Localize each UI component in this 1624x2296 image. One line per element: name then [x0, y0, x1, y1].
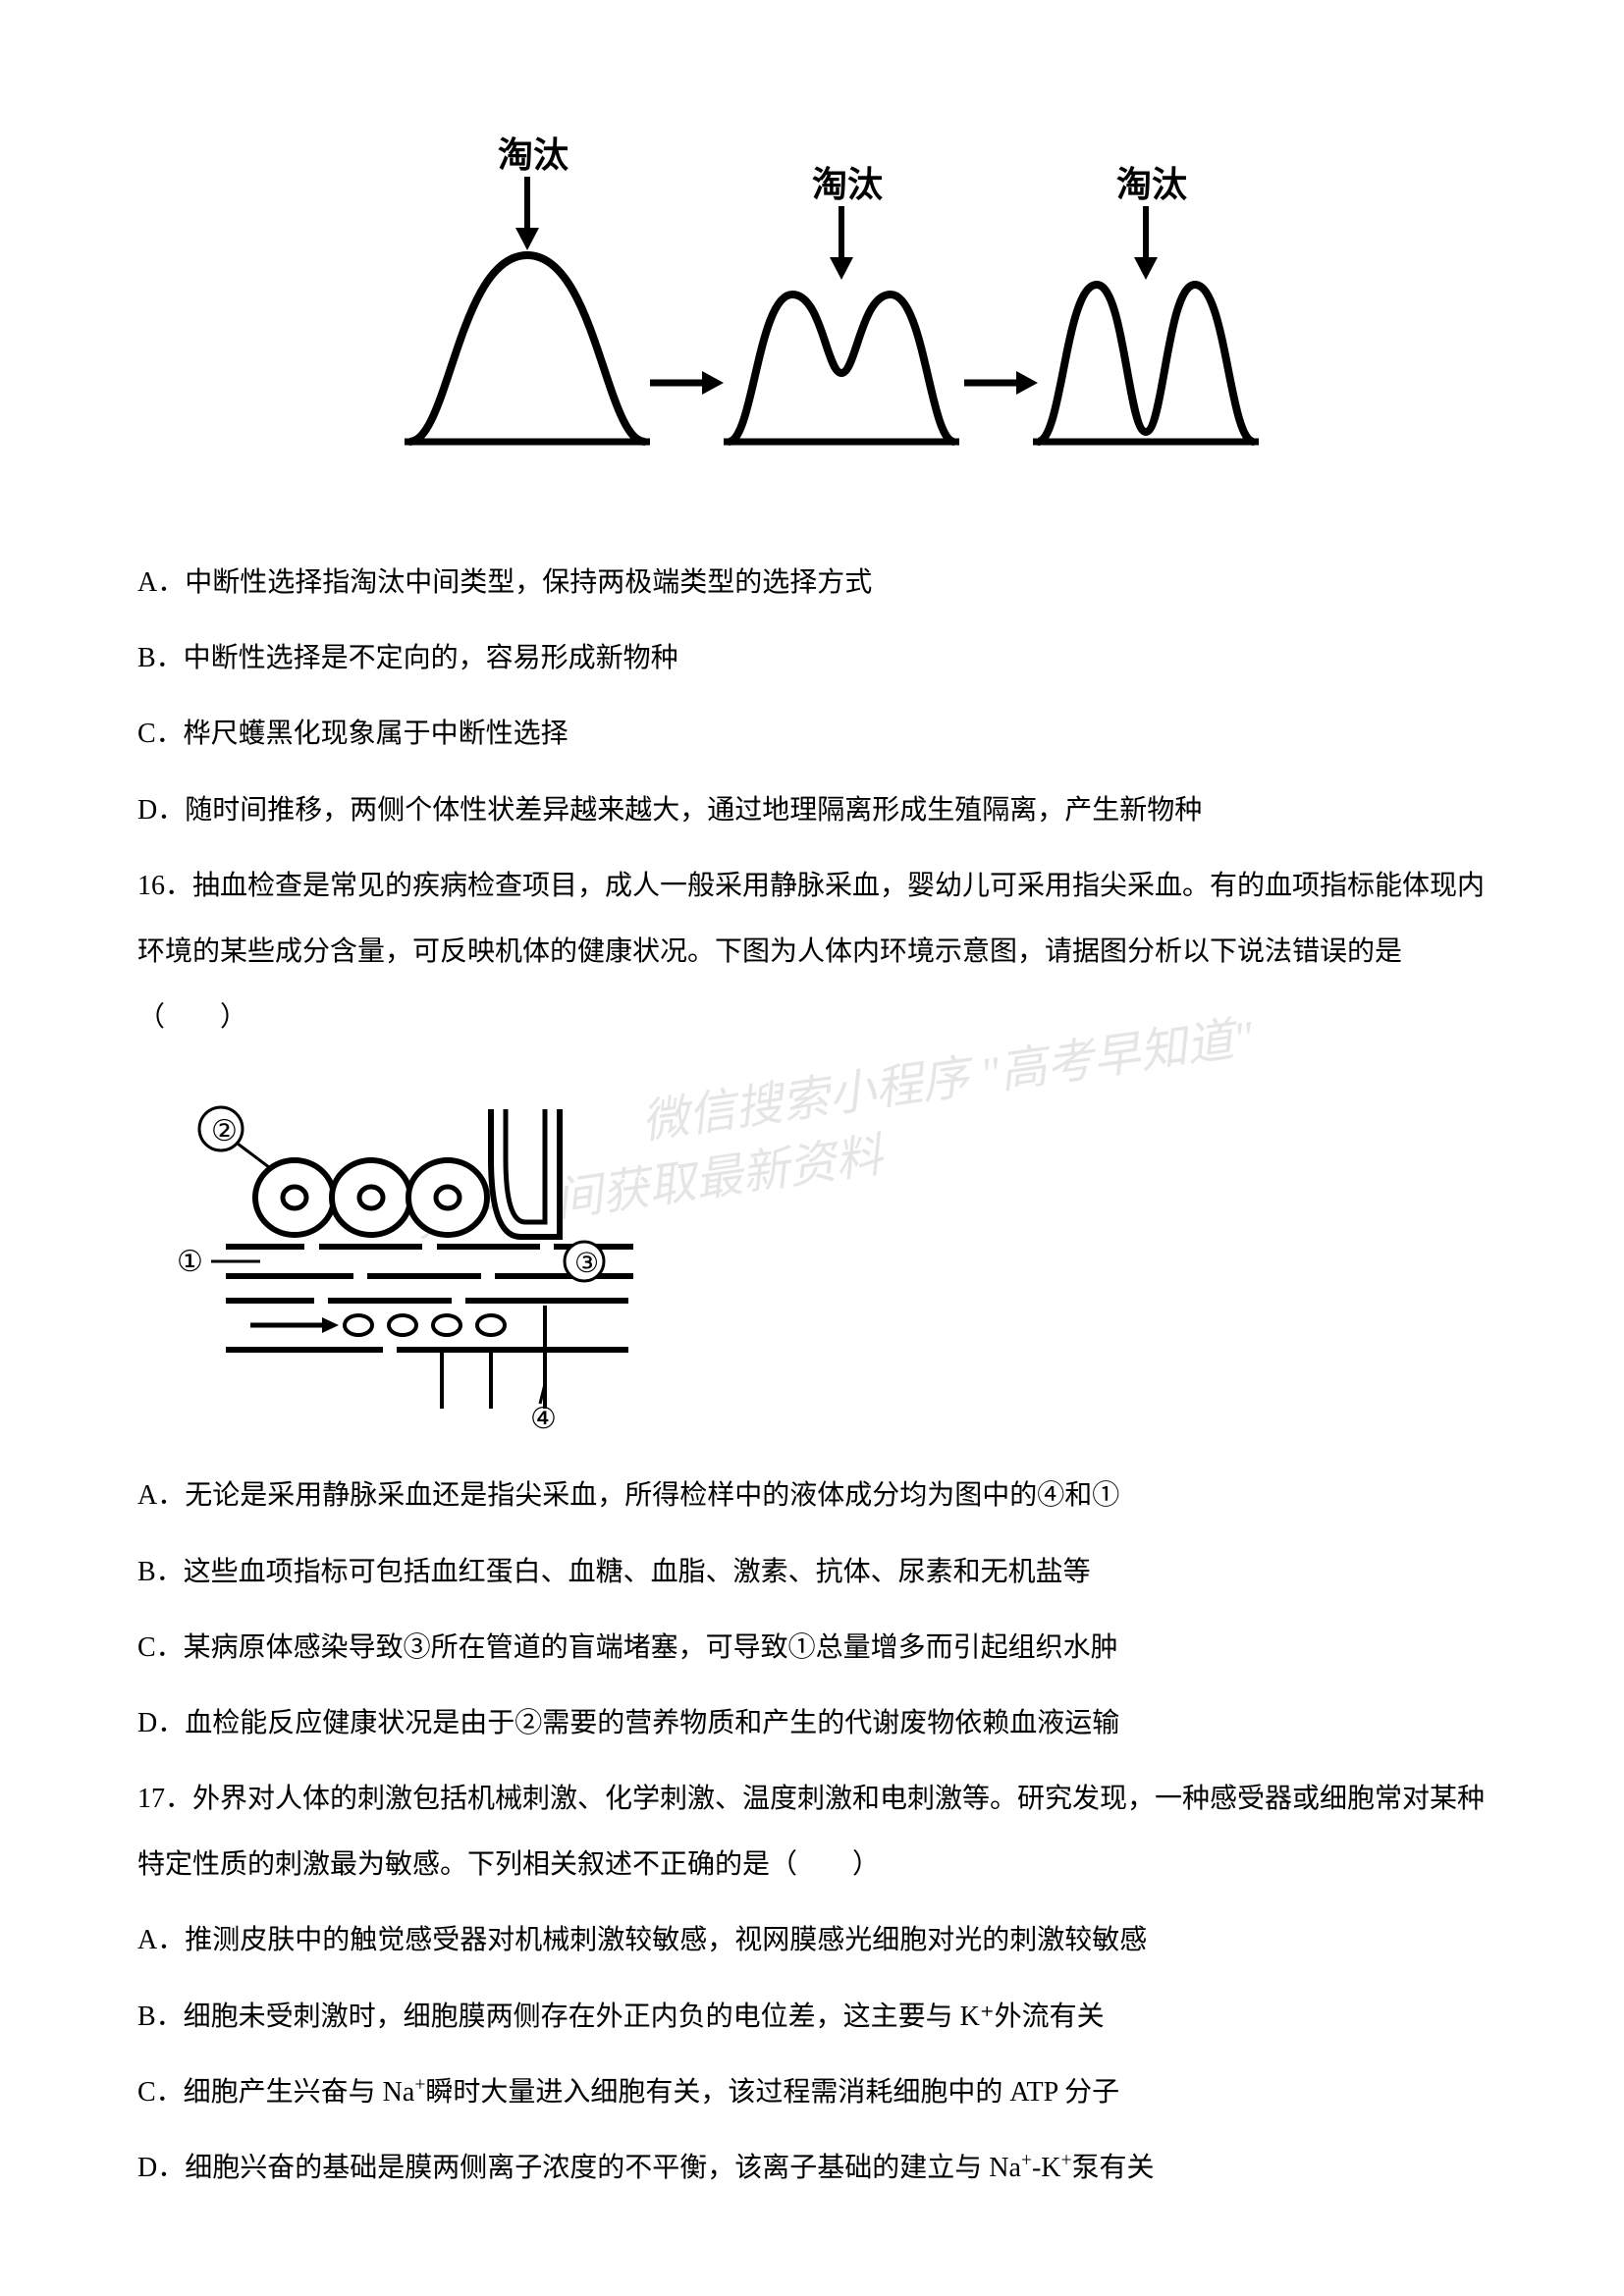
selection-svg: 淘汰 淘汰 淘汰 [321, 118, 1303, 491]
arrow-down-3 [1134, 206, 1158, 280]
arrow-right-2 [964, 371, 1038, 395]
arrow-down-1 [515, 177, 539, 250]
plus-sup-1: + [414, 2074, 425, 2095]
selection-diagram: 淘汰 淘汰 淘汰 [321, 118, 1303, 491]
q15-option-c: C．桦尺蠖黑化现象属于中断性选择 [137, 701, 1487, 767]
q17c-prefix: C．细胞产生兴奋与 Na [137, 2077, 414, 2108]
q17-option-a: A．推测皮肤中的触觉感受器对机械刺激较敏感，视网膜感光细胞对光的刺激较敏感 [137, 1907, 1487, 1973]
q16-option-a: A．无论是采用静脉采血还是指尖采血，所得检样中的液体成分均为图中的④和① [137, 1463, 1487, 1528]
q16-option-b: B．这些血项指标可包括血红蛋白、血糖、血脂、激素、抗体、尿素和无机盐等 [137, 1539, 1487, 1605]
q17-stem: 17．外界对人体的刺激包括机械刺激、化学刺激、温度刺激和电刺激等。研究发现，一种… [137, 1766, 1487, 1897]
label-taotai-3: 淘汰 [1116, 165, 1187, 204]
plus-sup-3: + [1060, 2151, 1071, 2171]
curve-bimodal-1 [729, 294, 954, 442]
q16-option-c: C．某病原体感染导致③所在管道的盲端堵塞，可导致①总量增多而引起组织水肿 [137, 1615, 1487, 1681]
label-3: ③ [574, 1249, 599, 1279]
tissue-cells [255, 1160, 487, 1235]
lymph-vessel [491, 1109, 560, 1237]
internal-env-svg: ② ① [157, 1070, 697, 1433]
label-taotai-1: 淘汰 [498, 135, 568, 175]
q15-option-b: B．中断性选择是不定向的，容易形成新物种 [137, 625, 1487, 691]
q17-option-d: D．细胞兴奋的基础是膜两侧离子浓度的不平衡，该离子基础的建立与 Na+-K+泵有… [137, 2135, 1487, 2201]
q17d-suffix: 泵有关 [1072, 2153, 1155, 2183]
arrow-right-1 [650, 371, 724, 395]
label-taotai-2: 淘汰 [812, 165, 883, 204]
label-1: ① [177, 1246, 203, 1278]
arrow-down-2 [830, 206, 853, 280]
q15-option-a: A．中断性选择指淘汰中间类型，保持两极端类型的选择方式 [137, 550, 1487, 615]
q16-stem: 16．抽血检查是常见的疾病检查项目，成人一般采用静脉采血，婴幼儿可采用指尖采血。… [137, 853, 1487, 1051]
q17d-mid: -K [1032, 2153, 1061, 2183]
q17-option-b: B．细胞未受刺激时，细胞膜两侧存在外正内负的电位差，这主要与 K⁺外流有关 [137, 1984, 1487, 2050]
internal-env-diagram: ② ① [157, 1070, 697, 1433]
q17d-prefix: D．细胞兴奋的基础是膜两侧离子浓度的不平衡，该离子基础的建立与 Na [137, 2153, 1021, 2183]
q15-option-d: D．随时间推移，两侧个体性状差异越来越大，通过地理隔离形成生殖隔离，产生新物种 [137, 777, 1487, 843]
q17-option-c: C．细胞产生兴奋与 Na+瞬时大量进入细胞有关，该过程需消耗细胞中的 ATP 分… [137, 2059, 1487, 2125]
label-4: ④ [530, 1403, 557, 1433]
curve-single [409, 255, 645, 442]
q16-option-d: D．血检能反应健康状况是由于②需要的营养物质和产生的代谢废物依赖血液运输 [137, 1690, 1487, 1756]
plus-sup-2: + [1021, 2151, 1032, 2171]
q17c-suffix: 瞬时大量进入细胞有关，该过程需消耗细胞中的 ATP 分子 [425, 2077, 1119, 2108]
label-2: ② [211, 1115, 238, 1148]
blood-vessel [226, 1298, 628, 1355]
curve-bimodal-2 [1038, 285, 1254, 442]
